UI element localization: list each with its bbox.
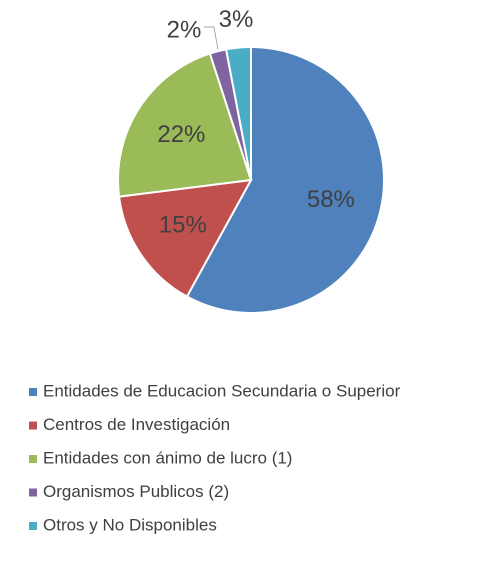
data-label: 15% [159, 212, 207, 239]
data-label: 58% [307, 186, 355, 213]
legend-swatch [29, 455, 37, 463]
pie-slice [117, 178, 253, 298]
pie-slice [185, 45, 385, 314]
legend-label: Otros y No Disponibles [43, 515, 217, 534]
data-label: 3% [219, 6, 254, 33]
legend-label: Organismos Publicos (2) [43, 482, 229, 501]
legend-swatch [29, 488, 37, 497]
pie-slice [117, 52, 253, 198]
legend-label: Centros de Investigación [43, 415, 230, 434]
data-label: 22% [157, 121, 205, 148]
legend-label: Entidades con ánimo de lucro (1) [43, 448, 292, 467]
data-label: 2% [167, 16, 202, 43]
legend-swatch [29, 421, 37, 430]
legend-swatch [29, 522, 37, 530]
legend-swatch [29, 388, 37, 396]
pie-slice [224, 45, 252, 181]
legend-label: Entidades de Educacion Secundaria o Supe… [43, 381, 401, 400]
leader-line [203, 26, 219, 50]
